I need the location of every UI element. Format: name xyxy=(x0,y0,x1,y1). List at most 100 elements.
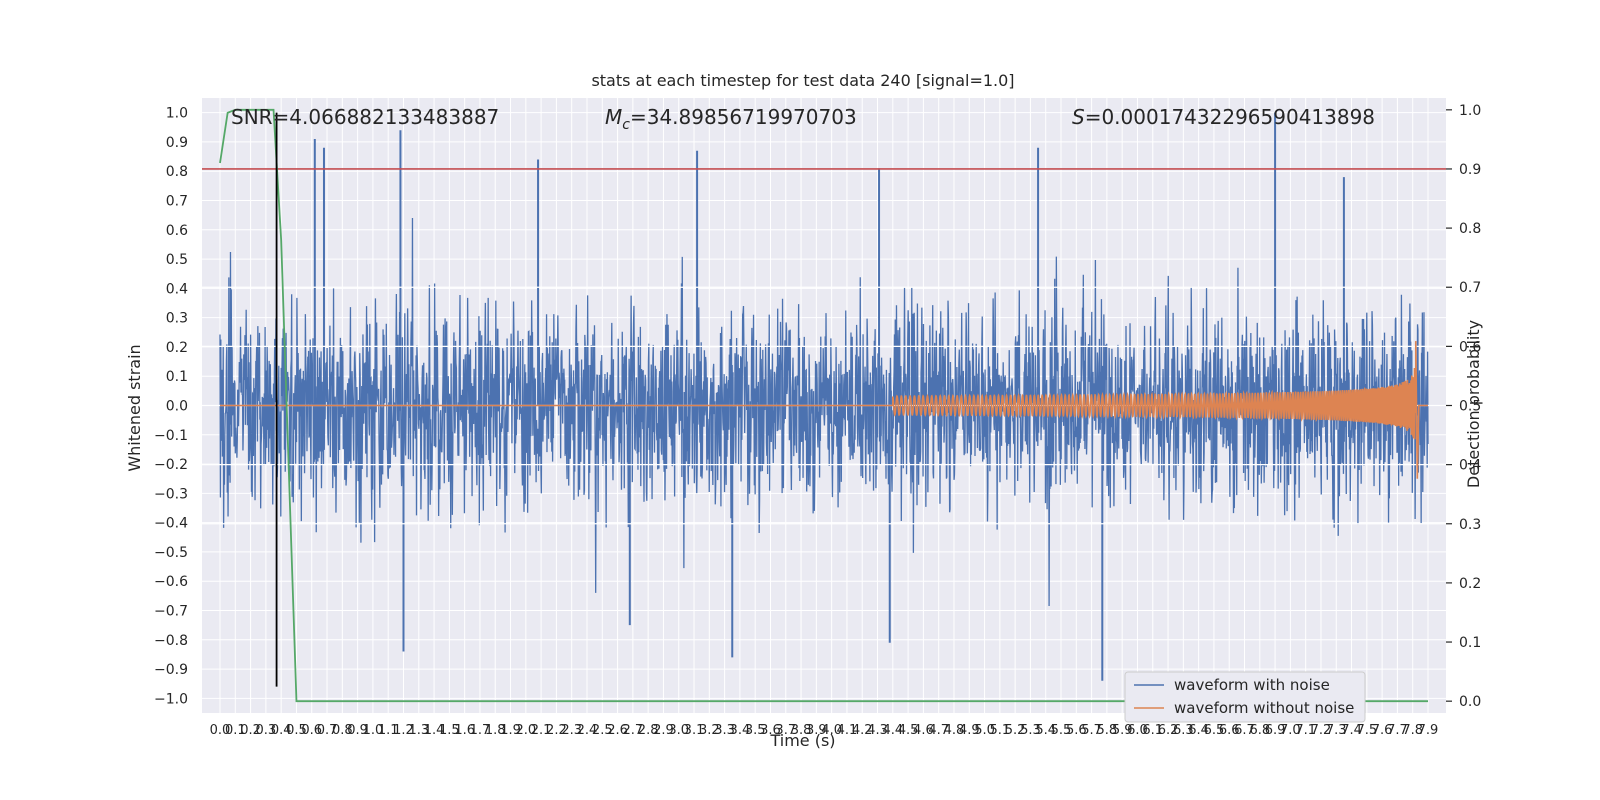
x-tick-label: 3.4 xyxy=(730,723,751,738)
x-tick-label: 6.9 xyxy=(1265,723,1286,738)
y-tick-label: −1.0 xyxy=(154,691,188,707)
x-tick-label: 4.7 xyxy=(928,723,949,738)
x-tick-label: 7.7 xyxy=(1387,723,1408,738)
x-tick-label: 1.8 xyxy=(485,723,506,738)
y2-tick-label: 0.3 xyxy=(1459,517,1481,533)
x-tick-label: 3.5 xyxy=(745,723,766,738)
x-axis-label: Time (s) xyxy=(769,731,835,750)
y2-tick-label: 0.8 xyxy=(1459,221,1481,237)
y-tick-label: 0.6 xyxy=(166,223,188,239)
x-tick-label: 6.3 xyxy=(1173,723,1194,738)
x-tick-label: 6.5 xyxy=(1204,723,1225,738)
y-tick-label: −0.6 xyxy=(154,574,188,590)
y-tick-label: −0.3 xyxy=(154,486,188,502)
mc-symbol: M xyxy=(605,105,622,129)
x-tick-label: 6.2 xyxy=(1158,723,1179,738)
y-tick-label: −0.4 xyxy=(154,516,188,532)
x-tick-label: 7.6 xyxy=(1372,723,1393,738)
x-tick-label: 7.2 xyxy=(1311,723,1332,738)
x-tick-label: 1.3 xyxy=(408,723,429,738)
chart-title: stats at each timestep for test data 240… xyxy=(591,71,1014,90)
x-tick-label: 0.6 xyxy=(301,723,322,738)
x-tick-label: 1.9 xyxy=(500,723,521,738)
x-tick-label: 3.7 xyxy=(775,723,796,738)
y-axis-label: Whitened strain xyxy=(125,344,144,471)
x-tick-label: 7.5 xyxy=(1356,723,1377,738)
x-tick-label: 5.2 xyxy=(1005,723,1026,738)
x-tick-label: 4.3 xyxy=(867,723,888,738)
y2-axis-label: Detection probability xyxy=(1464,320,1483,488)
x-tick-label: 4.6 xyxy=(913,723,934,738)
x-tick-label: 4.9 xyxy=(959,723,980,738)
x-tick-label: 2.3 xyxy=(561,723,582,738)
x-tick-label: 3.6 xyxy=(760,723,781,738)
x-tick-label: 1.1 xyxy=(378,723,399,738)
y-tick-label: 0.2 xyxy=(166,340,188,356)
x-tick-label: 7.8 xyxy=(1402,723,1423,738)
x-tick-label: 4.5 xyxy=(898,723,919,738)
x-tick-label: 1.7 xyxy=(470,723,491,738)
clean-waveform-line xyxy=(220,341,1428,479)
x-tick-label: 7.0 xyxy=(1280,723,1301,738)
y-tick-label: −0.1 xyxy=(154,428,188,444)
y2-tick-label: 0.6 xyxy=(1459,339,1481,355)
y-tick-label: 0.9 xyxy=(166,135,188,151)
x-tick-label: 1.0 xyxy=(363,723,384,738)
x-tick-label: 7.4 xyxy=(1341,723,1362,738)
y-tick-label: −0.8 xyxy=(154,633,188,649)
x-tick-label: 5.7 xyxy=(1081,723,1102,738)
x-tick-label: 3.0 xyxy=(668,723,689,738)
mc-value: =34.89856719970703 xyxy=(630,105,857,129)
x-tick-label: 7.3 xyxy=(1326,723,1347,738)
y2-tick-label: 0.5 xyxy=(1459,399,1481,415)
y-tick-label: 0.8 xyxy=(166,164,188,180)
x-tick-label: 1.2 xyxy=(393,723,414,738)
mc-annotation: Mc=34.89856719970703 xyxy=(605,105,857,133)
x-tick-label: 0.7 xyxy=(317,723,338,738)
x-tick-label: 5.1 xyxy=(990,723,1011,738)
series-layer xyxy=(202,108,1446,703)
x-tick-label: 2.8 xyxy=(638,723,659,738)
x-tick-label: 6.4 xyxy=(1188,723,1209,738)
x-tick-label: 2.9 xyxy=(653,723,674,738)
x-tick-label: 0.2 xyxy=(240,723,261,738)
x-tick-label: 3.8 xyxy=(791,723,812,738)
x-tick-label: 5.0 xyxy=(974,723,995,738)
x-tick-label: 3.1 xyxy=(684,723,705,738)
x-tick-label: 6.1 xyxy=(1142,723,1163,738)
x-tick-label: 4.0 xyxy=(821,723,842,738)
s-annotation: S=0.00017432296590413898 xyxy=(1072,105,1375,129)
y-tick-label: 0.7 xyxy=(166,194,188,210)
x-tick-label: 6.8 xyxy=(1249,723,1270,738)
x-tick-label: 5.9 xyxy=(1112,723,1133,738)
y-tick-label: 0.5 xyxy=(166,252,188,268)
y-tick-label: 0.0 xyxy=(166,399,188,415)
legend: waveform with noise waveform without noi… xyxy=(1124,671,1366,723)
x-tick-label: 4.8 xyxy=(944,723,965,738)
x-tick-label: 7.9 xyxy=(1418,723,1439,738)
axes-layer: −1.0 −0.9 −0.8 −0.7 −0.6 −0.5 −0.4 −0.3 −0.2 −0.1… xyxy=(154,103,1481,738)
x-tick-label: 1.6 xyxy=(454,723,475,738)
x-tick-label: 2.2 xyxy=(546,723,567,738)
y-tick-label: −0.9 xyxy=(154,662,188,678)
s-value: =0.00017432296590413898 xyxy=(1085,105,1375,129)
y-tick-label: −0.5 xyxy=(154,545,188,561)
x-tick-label: 5.3 xyxy=(1020,723,1041,738)
y2-tick-label: 0.7 xyxy=(1459,280,1481,296)
legend-box xyxy=(1124,671,1366,723)
x-tick-label: 0.0 xyxy=(210,723,231,738)
x-tick-label: 5.4 xyxy=(1035,723,1056,738)
y2-tick-label: 0.0 xyxy=(1459,694,1481,710)
x-tick-label: 0.5 xyxy=(286,723,307,738)
x-tick-label: 0.3 xyxy=(256,723,277,738)
x-tick-label: 0.4 xyxy=(271,723,292,738)
y-tick-label: 0.1 xyxy=(166,369,188,385)
s-symbol: S xyxy=(1072,105,1085,129)
x-tick-label: 3.9 xyxy=(806,723,827,738)
y2-tick-label: 0.4 xyxy=(1459,458,1481,474)
x-tick-label: 2.7 xyxy=(623,723,644,738)
x-tick-label: 6.6 xyxy=(1219,723,1240,738)
x-tick-label: 2.1 xyxy=(531,723,552,738)
x-tick-label: 4.2 xyxy=(852,723,873,738)
